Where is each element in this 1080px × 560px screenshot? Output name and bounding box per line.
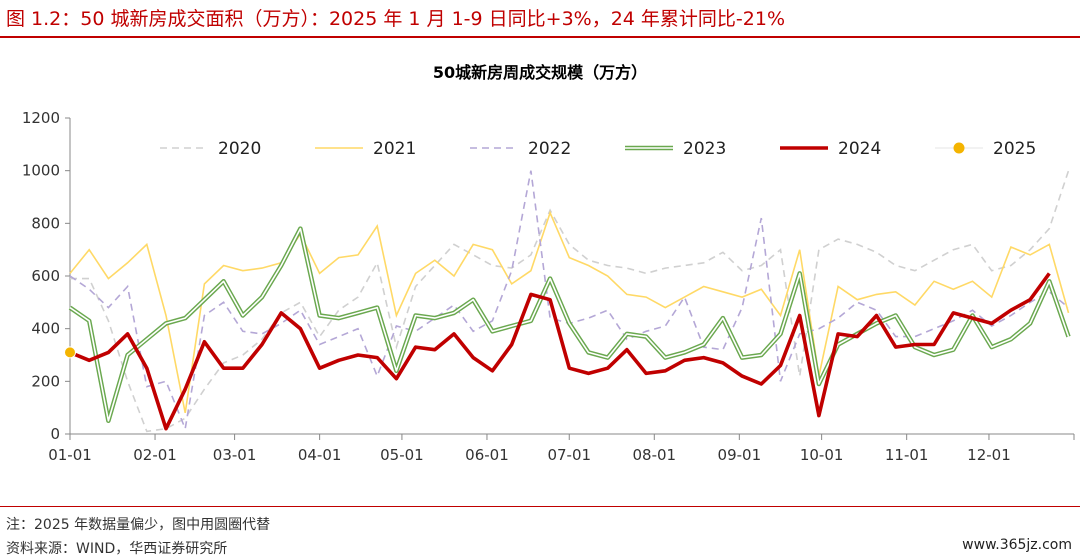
x-tick-label: 08-01 bbox=[632, 446, 676, 464]
legend-label: 2025 bbox=[993, 139, 1036, 159]
legend-item-2023: 2023 bbox=[625, 139, 726, 159]
legend-label: 2020 bbox=[218, 139, 261, 159]
x-tick-label: 06-01 bbox=[465, 446, 509, 464]
y-tick-label: 1200 bbox=[22, 109, 60, 127]
legend-swatch-marker bbox=[953, 142, 965, 154]
y-tick-label: 400 bbox=[31, 320, 60, 338]
x-tick-label: 03-01 bbox=[213, 446, 257, 464]
series-2024 bbox=[69, 272, 1051, 431]
series-2020 bbox=[70, 170, 1070, 433]
line-chart: 50城新房周成交规模（万方） 2020 2021 2022 2023 2024 2025 … bbox=[22, 63, 1075, 464]
title-rule bbox=[0, 36, 1080, 38]
x-tick-label: 12-01 bbox=[967, 446, 1011, 464]
chart-title: 50城新房周成交规模（万方） bbox=[433, 63, 647, 82]
series-2023-inner bbox=[69, 227, 1070, 422]
figure-title: 图 1.2：50 城新房成交面积（万方）：2025 年 1 月 1-9 日同比+… bbox=[6, 8, 786, 30]
legend-label: 2023 bbox=[683, 139, 726, 159]
chart-source: 资料来源：WIND，华西证券研究所 bbox=[6, 541, 228, 557]
y-tick-label: 800 bbox=[31, 214, 60, 232]
series-2025-point bbox=[64, 346, 76, 359]
series-2021 bbox=[69, 210, 1070, 414]
legend-label: 2024 bbox=[838, 139, 881, 159]
y-tick-label: 200 bbox=[31, 372, 60, 390]
y-tick-label: 0 bbox=[50, 425, 60, 443]
legend-item-2025: 2025 bbox=[935, 139, 1036, 159]
x-axis: 01-01 02-01 03-01 04-01 05-01 06-01 07-01 08-01… bbox=[48, 433, 1075, 464]
x-tick-label: 01-01 bbox=[48, 446, 92, 464]
y-axis: 0 200 400 600 800 1000 1200 bbox=[22, 109, 71, 443]
chart-note: 注：2025 年数据量偏少，图中用圆圈代替 bbox=[6, 517, 271, 533]
legend-item-2024: 2024 bbox=[780, 139, 881, 159]
x-tick-label: 04-01 bbox=[298, 446, 342, 464]
y-tick-label: 600 bbox=[31, 267, 60, 285]
footer-rule bbox=[0, 506, 1080, 507]
legend-label: 2021 bbox=[373, 139, 416, 159]
x-tick-label: 11-01 bbox=[885, 446, 929, 464]
x-tick-label: 05-01 bbox=[380, 446, 424, 464]
x-tick-label: 10-01 bbox=[800, 446, 844, 464]
legend: 2020 2021 2022 2023 2024 2025 bbox=[160, 139, 1036, 159]
legend-item-2022: 2022 bbox=[470, 139, 571, 159]
x-tick-label: 09-01 bbox=[718, 446, 762, 464]
watermark: www.365jz.com bbox=[958, 536, 1076, 554]
y-tick-label: 1000 bbox=[22, 162, 60, 180]
series-layer bbox=[64, 170, 1071, 433]
legend-item-2021: 2021 bbox=[315, 139, 416, 159]
legend-label: 2022 bbox=[528, 139, 571, 159]
x-tick-label: 07-01 bbox=[547, 446, 591, 464]
x-tick-label: 02-01 bbox=[133, 446, 177, 464]
legend-item-2020: 2020 bbox=[160, 139, 261, 159]
